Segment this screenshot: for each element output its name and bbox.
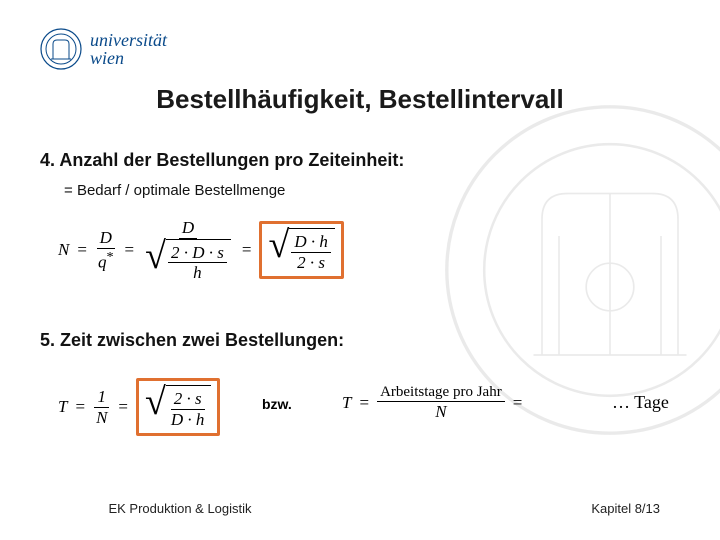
section5-heading: 5. Zeit zwischen zwei Bestellungen: xyxy=(40,330,344,351)
section4-heading: 4. Anzahl der Bestellungen pro Zeiteinhe… xyxy=(40,150,404,171)
frac-arbeitstage-over-N: Arbeitstage pro Jahr N xyxy=(377,384,505,422)
var-T: T xyxy=(58,397,67,417)
frac-D-over-qstar: D q* xyxy=(95,228,117,272)
seal-icon xyxy=(40,28,82,70)
formula-N: N = D q* = D √ 2 · D · s h = √ D · xyxy=(58,218,344,283)
highlighted-result-T: √ 2 · s D · h xyxy=(136,378,220,436)
highlighted-result-N: √ D · h 2 · s xyxy=(259,221,343,279)
footer-right: Kapitel 8/13 xyxy=(591,501,660,516)
tage-label: … Tage xyxy=(612,392,669,413)
logo-text: universität wien xyxy=(90,31,167,67)
university-logo: universität wien xyxy=(40,28,167,70)
footer-left: EK Produktion & Logistik xyxy=(0,501,360,516)
frac-1-over-N: 1 N xyxy=(93,387,110,427)
section4-subtext: = Bedarf / optimale Bestellmenge xyxy=(64,182,285,199)
logo-line2: wien xyxy=(90,49,167,67)
formula-T: T = 1 N = √ 2 · s D · h xyxy=(58,378,220,436)
frac-D-over-sqrt: D √ 2 · D · s h xyxy=(142,218,234,283)
var-N: N xyxy=(58,240,69,260)
slide-title: Bestellhäufigkeit, Bestellintervall xyxy=(0,84,720,115)
bzw-label: bzw. xyxy=(262,396,292,412)
logo-line1: universität xyxy=(90,31,167,49)
formula-T-days: T = Arbeitstage pro Jahr N = xyxy=(342,384,524,422)
